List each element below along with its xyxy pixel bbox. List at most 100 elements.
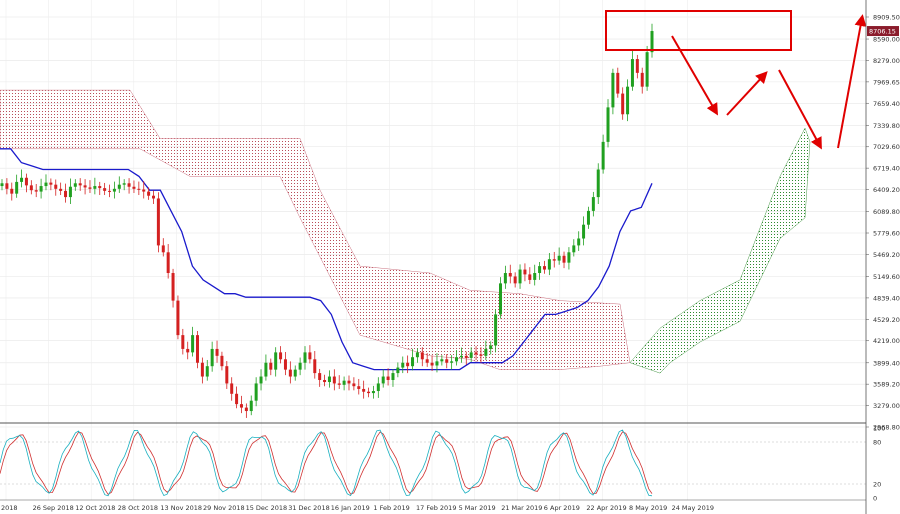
price-tick-label: 4839.40 [873, 294, 900, 302]
candle-body [347, 380, 351, 384]
candle-body [254, 383, 258, 401]
stoch-tick-label: 80 [873, 439, 881, 447]
candle-body [205, 366, 209, 377]
candle-body [626, 86, 630, 115]
projection-arrow [671, 35, 719, 116]
candle-body [93, 186, 97, 189]
candle-body [547, 259, 551, 270]
candle-body [362, 388, 366, 392]
candle-body [455, 357, 459, 362]
candle-body [166, 252, 170, 274]
candle-body [215, 348, 219, 356]
candle-body [591, 197, 595, 211]
price-tick-label: 7969.65 [873, 78, 900, 86]
candle-body [225, 366, 229, 384]
candle-body [98, 186, 102, 189]
candle-body [156, 198, 160, 246]
projection-arrow [778, 69, 822, 150]
candle-body [557, 255, 561, 261]
candle-body [259, 376, 263, 384]
candle-body [78, 183, 82, 186]
price-tick-label: 5779.60 [873, 230, 900, 238]
candle-body [318, 373, 322, 380]
candle-body [152, 195, 156, 199]
candle-body [283, 359, 287, 370]
candle-body [181, 335, 185, 349]
candle-body [552, 259, 556, 261]
candle-body [396, 367, 400, 374]
time-tick-label: 13 Nov 2018 [160, 504, 202, 512]
candle-body [513, 276, 517, 284]
candle-body [415, 352, 419, 358]
candle-body [108, 190, 112, 192]
candle-body [161, 245, 165, 253]
annotations [605, 10, 867, 150]
candle-body [508, 273, 512, 277]
candle-body [64, 190, 68, 198]
candle-body [616, 72, 620, 94]
candle-body [15, 181, 19, 194]
candle-body [34, 190, 38, 192]
candle-body [586, 210, 590, 225]
candle-body [191, 335, 195, 353]
candle-body [293, 369, 297, 377]
candle-body [645, 52, 649, 87]
time-tick-label: 6 Apr 2019 [544, 504, 580, 512]
candle-body [264, 362, 268, 377]
bearish-kumo [0, 89, 631, 370]
candle-body [567, 252, 571, 263]
price-tick-label: 8909.50 [873, 14, 900, 22]
candle-body [494, 314, 498, 346]
price-tick-label: 3899.40 [873, 359, 900, 367]
candle-body [132, 186, 136, 189]
candle-body [474, 352, 478, 355]
candle-body [406, 362, 410, 367]
candle-body [117, 184, 121, 189]
time-tick-label: 21 Mar 2019 [501, 504, 542, 512]
candle-body [59, 188, 63, 191]
projection-arrow [837, 14, 867, 149]
candle-body [440, 359, 444, 362]
candle-body [220, 355, 224, 367]
candle-body [523, 269, 527, 275]
candle-body [44, 182, 48, 187]
candle-body [239, 404, 243, 408]
time-tick-label: 8 May 2019 [629, 504, 667, 512]
candle-body [327, 376, 331, 383]
candle-body [533, 273, 537, 280]
candle-body [313, 359, 317, 374]
projection-arrow [726, 71, 768, 116]
price-tick-label: 8590.00 [873, 36, 900, 44]
price-tick-label: 8279.00 [873, 57, 900, 65]
candle-body [572, 245, 576, 253]
time-tick-label: 17 Feb 2019 [416, 504, 456, 512]
time-tick-label: 5 Mar 2019 [459, 504, 496, 512]
time-tick-label: 12 Oct 2018 [75, 504, 115, 512]
candle-body [308, 352, 312, 360]
candle-body [450, 361, 454, 363]
candle-body [464, 355, 468, 358]
price-tick-label: 6089.80 [873, 208, 900, 216]
time-tick-label: 2018 [1, 504, 18, 512]
time-tick-label: 22 Apr 2019 [586, 504, 626, 512]
candle-body [420, 352, 424, 360]
stochastic-oscillator [0, 429, 866, 497]
candle-body [337, 383, 341, 385]
candle-body [103, 188, 107, 191]
price-tick-label: 5469.20 [873, 251, 900, 259]
tenkan-line [0, 148, 653, 371]
candle-body [0, 183, 4, 187]
candle-body [445, 359, 449, 363]
time-tick-label: 29 Nov 2018 [203, 504, 245, 512]
candle-body [142, 189, 146, 192]
price-tick-label: 6409.20 [873, 186, 900, 194]
candle-body [430, 362, 434, 366]
bullish-kumo [629, 127, 811, 374]
candle-body [386, 376, 390, 380]
candle-body [352, 383, 356, 387]
candle-body [288, 369, 292, 377]
candle-body [342, 380, 346, 385]
price-tick-label: 2968.80 [873, 424, 900, 432]
candle-body [210, 348, 214, 367]
